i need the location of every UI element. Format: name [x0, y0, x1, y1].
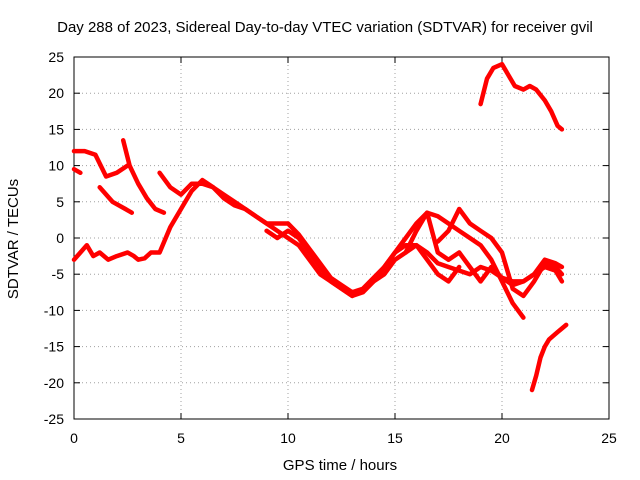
- series-track-e: [120, 138, 167, 215]
- axes: 0 5 10 15 20 25 -25 -20 -15 -10 -5 0 5 10 15 20 25: [44, 49, 617, 446]
- x-tick-label: 20: [494, 430, 510, 446]
- y-axis-title: SDTVAR / TECUs: [5, 179, 22, 299]
- y-tick-label: -10: [44, 302, 64, 318]
- series-track-i: [435, 206, 565, 299]
- y-tick-label: 0: [56, 230, 64, 246]
- series-track-k: [529, 322, 569, 393]
- x-tick-label: 5: [177, 430, 185, 446]
- x-tick-label: 10: [280, 430, 296, 446]
- y-tick-label: 15: [48, 121, 64, 137]
- x-tick-label: 15: [387, 430, 403, 446]
- y-tick-label: 20: [48, 85, 64, 101]
- x-tick-label: 0: [70, 430, 78, 446]
- series-track-g: [264, 210, 526, 320]
- series-track-d: [97, 185, 135, 215]
- x-axis-title: GPS time / hours: [283, 457, 397, 474]
- y-tick-label: 10: [48, 158, 64, 174]
- series-track-b: [71, 148, 130, 179]
- series-track-j: [478, 61, 565, 132]
- grid: [74, 57, 609, 419]
- chart-title: Day 288 of 2023, Sidereal Day-to-day VTE…: [57, 19, 593, 36]
- y-tick-label: 5: [56, 194, 64, 210]
- y-tick-label: -20: [44, 375, 64, 391]
- y-tick-label: -15: [44, 339, 64, 355]
- y-tick-label: 25: [48, 49, 64, 65]
- y-tick-label: -5: [52, 266, 65, 282]
- y-tick-label: -25: [44, 411, 64, 427]
- series-track-c: [71, 166, 83, 176]
- x-tick-label: 25: [601, 430, 617, 446]
- series-layer: [71, 61, 569, 393]
